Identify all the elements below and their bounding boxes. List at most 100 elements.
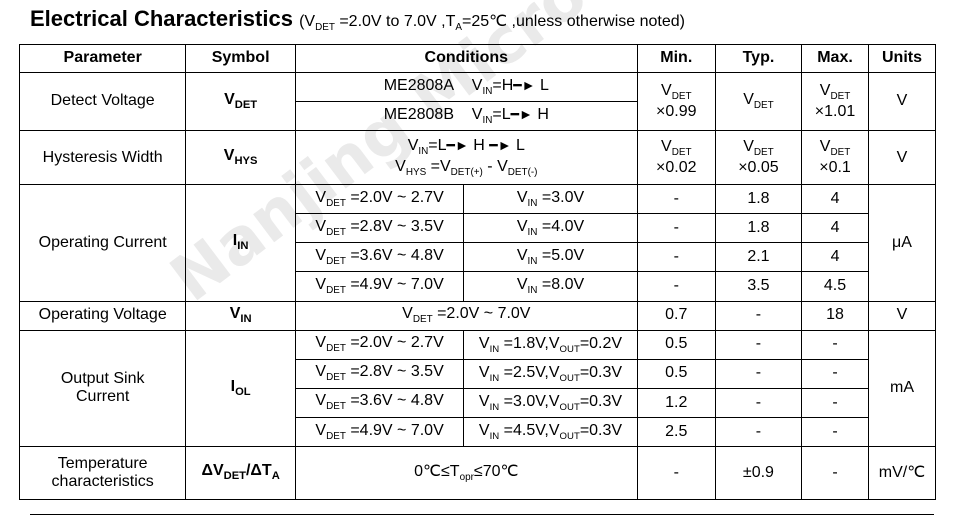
cond-detect-a: ME2808A VIN=H━► L xyxy=(294,72,638,103)
max-opcur: 4 xyxy=(801,213,869,244)
symbol-iol: IOL xyxy=(185,329,296,447)
symbol-vin: VIN xyxy=(185,300,296,331)
header-max: Max. xyxy=(801,43,869,74)
min-opcur: - xyxy=(636,184,716,215)
arrow-right-icon: ━► xyxy=(446,137,469,154)
cond-opcur-vin: VIN =4.0V xyxy=(463,213,638,244)
units-detect: V xyxy=(867,72,937,132)
table-row: Detect Voltage VDET ME2808A VIN=H━► L VD… xyxy=(18,72,937,132)
header-symbol: Symbol xyxy=(185,43,296,74)
units-temp: mV/℃ xyxy=(867,445,937,501)
max-sink: - xyxy=(801,358,869,389)
table-row: Hysteresis Width VHYS VIN=L━► H ━► L VHYS… xyxy=(18,130,937,186)
param-temperature-characteristics: Temperature characteristics xyxy=(18,445,187,501)
typ-sink: - xyxy=(714,358,803,389)
symbol-vhys: VHYS xyxy=(185,130,296,186)
units-sink: mA xyxy=(867,329,937,447)
max-temp: - xyxy=(801,445,869,501)
cond-opcur-vin: VIN =3.0V xyxy=(463,184,638,215)
typ-sink: - xyxy=(714,387,803,418)
min-sink: 2.5 xyxy=(636,416,716,447)
typ-detect: VDET xyxy=(714,72,803,132)
electrical-characteristics-table: Parameter Symbol Conditions Min. Typ. Ma… xyxy=(18,43,937,501)
header-units: Units xyxy=(867,43,937,74)
cond-sink-vin: VIN =4.5V,VOUT=0.3V xyxy=(463,416,638,447)
min-opcur: - xyxy=(636,242,716,273)
footer-rule xyxy=(30,514,934,515)
symbol-delta-vdet-delta-ta: ΔVDET/ΔTA xyxy=(185,445,296,501)
max-opvolt: 18 xyxy=(801,300,869,331)
cond-opcur-vin: VIN =8.0V xyxy=(463,271,638,302)
cond-sink-vdet: VDET =4.9V ~ 7.0V xyxy=(294,416,465,447)
table-row: VDET =3.6V ~ 4.8V VIN =5.0V - 2.1 4 xyxy=(20,242,936,273)
table-row: Operating Voltage VIN VDET =2.0V ~ 7.0V … xyxy=(18,300,937,331)
typ-opcur: 3.5 xyxy=(714,271,803,302)
min-hysteresis: VDET ×0.02 xyxy=(636,130,716,186)
table-row: ME2808B VIN=L━► H xyxy=(20,101,936,132)
max-sink: - xyxy=(801,329,869,360)
max-opcur: 4 xyxy=(801,184,869,215)
title-note: (VDET =2.0V to 7.0V ,TA=25℃ ,unless othe… xyxy=(299,13,685,34)
max-detect: VDET ×1.01 xyxy=(801,72,869,132)
max-opcur: 4.5 xyxy=(801,271,869,302)
max-sink: - xyxy=(801,387,869,418)
header-row: Parameter Symbol Conditions Min. Typ. Ma… xyxy=(18,43,937,74)
min-sink: 0.5 xyxy=(636,329,716,360)
title-main: Electrical Characteristics xyxy=(30,6,293,31)
table-row: VDET =2.8V ~ 3.5V VIN =2.5V,VOUT=0.3V 0.… xyxy=(20,358,936,389)
cond-sink-vdet: VDET =2.8V ~ 3.5V xyxy=(294,358,465,389)
cond-detect-b: ME2808B VIN=L━► H xyxy=(294,101,638,132)
table-row: VDET =4.9V ~ 7.0V VIN =4.5V,VOUT=0.3V 2.… xyxy=(20,416,936,447)
cond-sink-vin: VIN =1.8V,VOUT=0.2V xyxy=(463,329,638,360)
table-row: VDET =3.6V ~ 4.8V VIN =3.0V,VOUT=0.3V 1.… xyxy=(20,387,936,418)
cond-opvolt: VDET =2.0V ~ 7.0V xyxy=(294,300,638,331)
header-typ: Typ. xyxy=(714,43,803,74)
symbol-iin: IIN xyxy=(185,184,296,302)
table-row: Output Sink Current IOL VDET =2.0V ~ 2.7V… xyxy=(18,329,937,447)
units-hysteresis: V xyxy=(867,130,937,186)
table-row: Temperature characteristics ΔVDET/ΔTA 0℃≤… xyxy=(18,445,937,501)
cond-sink-vin: VIN =3.0V,VOUT=0.3V xyxy=(463,387,638,418)
cond-sink-vdet: VDET =3.6V ~ 4.8V xyxy=(294,387,465,418)
cond-sink-vdet: VDET =2.0V ~ 2.7V xyxy=(294,329,465,360)
param-operating-voltage: Operating Voltage xyxy=(18,300,187,331)
arrow-right-icon: ━► xyxy=(513,76,536,93)
header-parameter: Parameter xyxy=(18,43,187,74)
param-detect-voltage: Detect Voltage xyxy=(18,72,187,132)
param-hysteresis-width: Hysteresis Width xyxy=(18,130,187,186)
header-conditions: Conditions xyxy=(294,43,638,74)
cond-opcur-vdet: VDET =2.0V ~ 2.7V xyxy=(294,184,465,215)
min-opcur: - xyxy=(636,213,716,244)
max-opcur: 4 xyxy=(801,242,869,273)
max-hysteresis: VDET ×0.1 xyxy=(801,130,869,186)
units-opcur: μA xyxy=(867,184,937,302)
typ-opcur: 1.8 xyxy=(714,184,803,215)
cond-opcur-vdet: VDET =3.6V ~ 4.8V xyxy=(294,242,465,273)
min-temp: - xyxy=(636,445,716,501)
cond-opcur-vdet: VDET =2.8V ~ 3.5V xyxy=(294,213,465,244)
table-row: Operating Current IIN VDET =2.0V ~ 2.7V … xyxy=(18,184,937,302)
cond-hysteresis: VIN=L━► H ━► L VHYS =VDET(+) - VDET(-) xyxy=(294,130,638,186)
param-operating-current: Operating Current xyxy=(18,184,187,302)
typ-opvolt: - xyxy=(714,300,803,331)
min-sink: 1.2 xyxy=(636,387,716,418)
units-opvolt: V xyxy=(867,300,937,331)
arrow-right-icon: ━► xyxy=(489,137,512,154)
header-min: Min. xyxy=(636,43,716,74)
param-output-sink-current: Output Sink Current xyxy=(18,329,187,447)
typ-hysteresis: VDET ×0.05 xyxy=(714,130,803,186)
min-opvolt: 0.7 xyxy=(636,300,716,331)
min-sink: 0.5 xyxy=(636,358,716,389)
cond-opcur-vin: VIN =5.0V xyxy=(463,242,638,273)
typ-sink: - xyxy=(714,416,803,447)
min-detect: VDET ×0.99 xyxy=(636,72,716,132)
table-row: VDET =4.9V ~ 7.0V VIN =8.0V - 3.5 4.5 xyxy=(20,271,936,302)
typ-sink: - xyxy=(714,329,803,360)
section-title: Electrical Characteristics (VDET =2.0V t… xyxy=(30,6,685,33)
typ-temp: ±0.9 xyxy=(714,445,803,501)
cond-temp: 0℃≤Topr≤70℃ xyxy=(294,445,638,501)
min-opcur: - xyxy=(636,271,716,302)
cond-sink-vin: VIN =2.5V,VOUT=0.3V xyxy=(463,358,638,389)
typ-opcur: 2.1 xyxy=(714,242,803,273)
arrow-right-icon: ━► xyxy=(510,105,533,122)
